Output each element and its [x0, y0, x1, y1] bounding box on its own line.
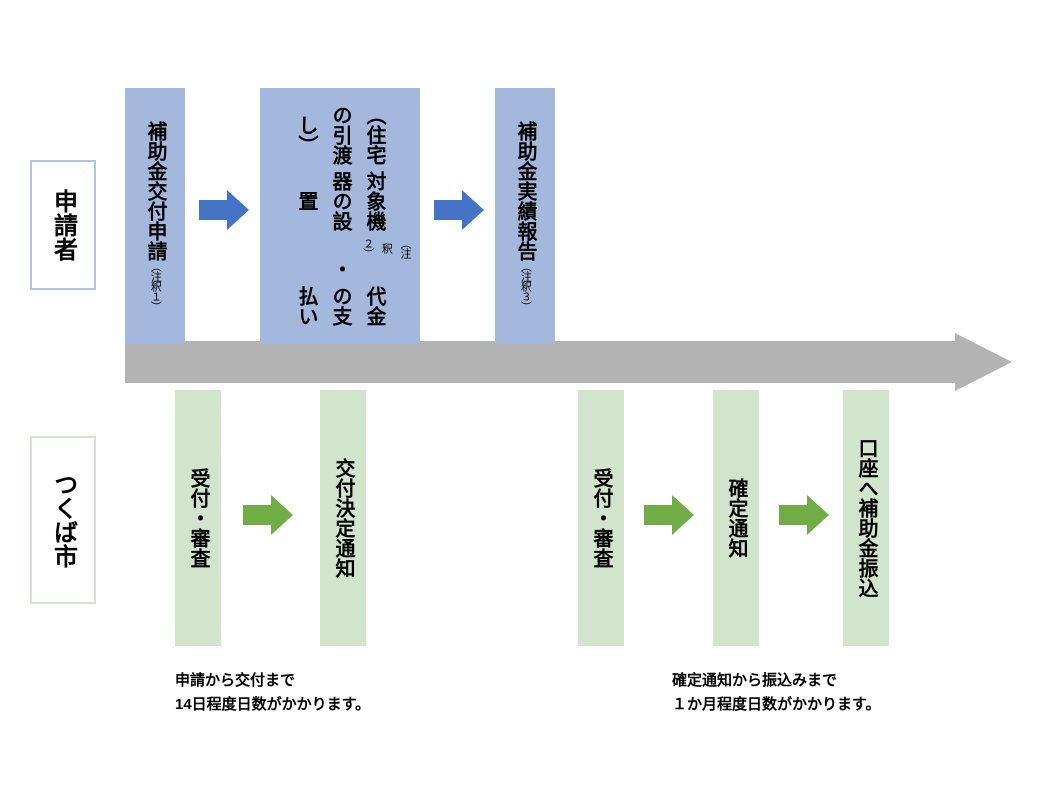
- stage-c4: 確定通知: [713, 390, 759, 646]
- stage-a2-line1: 対象機器の設置: [289, 170, 391, 231]
- applicant-label: 申請者: [30, 160, 96, 290]
- stage-a3-text: 補助金実績報告: [508, 121, 542, 261]
- green-arrow-2: [644, 495, 694, 535]
- stage-a3: 補助金実績報告 （注釈３）: [495, 88, 555, 344]
- caption-2-line1: １か月程度日数がかかります。: [672, 693, 881, 717]
- blue-arrow-1: [199, 190, 249, 230]
- stage-c1-text: 受付・審査: [181, 468, 215, 568]
- stage-a1: 補助金交付申請 （注釈１）: [125, 88, 185, 344]
- stage-a2-line3: 代金の支払い: [289, 279, 391, 332]
- caption-1: 申請から交付まで 14日程度日数がかかります。: [175, 669, 370, 717]
- stage-c5-text: 口座へ補助金振込: [849, 438, 883, 598]
- stage-c4-text: 確定通知: [719, 478, 753, 558]
- stage-a2-note: （注釈２）: [358, 237, 414, 259]
- caption-2-line0: 確定通知から振込みまで: [672, 669, 881, 693]
- stage-a2: （住宅の引渡し） 対象機器の設置 （注釈２） ・ 代金の支払い: [260, 88, 420, 344]
- stage-a2-line0: （住宅の引渡し）: [289, 100, 391, 170]
- stage-c2-text: 交付決定通知: [326, 458, 360, 578]
- stage-a3-note: （注釈３）: [516, 261, 535, 311]
- stage-c3-text: 受付・審査: [584, 468, 618, 568]
- stage-a1-note: （注釈１）: [146, 261, 165, 311]
- stage-c1: 受付・審査: [175, 390, 221, 646]
- stage-a2-line2: ・: [323, 259, 357, 279]
- city-label: つくば市: [30, 436, 96, 604]
- caption-1-line1: 14日程度日数がかかります。: [175, 693, 370, 717]
- caption-1-line0: 申請から交付まで: [175, 669, 370, 693]
- stage-c5: 口座へ補助金振込: [843, 390, 889, 646]
- timeline-arrow: [125, 333, 1012, 391]
- green-arrow-3: [779, 495, 829, 535]
- blue-arrow-2: [434, 190, 484, 230]
- green-arrow-1: [243, 495, 293, 535]
- stage-c2: 交付決定通知: [320, 390, 366, 646]
- stage-c3: 受付・審査: [578, 390, 624, 646]
- stage-a1-text: 補助金交付申請: [138, 121, 172, 261]
- caption-2: 確定通知から振込みまで １か月程度日数がかかります。: [672, 669, 881, 717]
